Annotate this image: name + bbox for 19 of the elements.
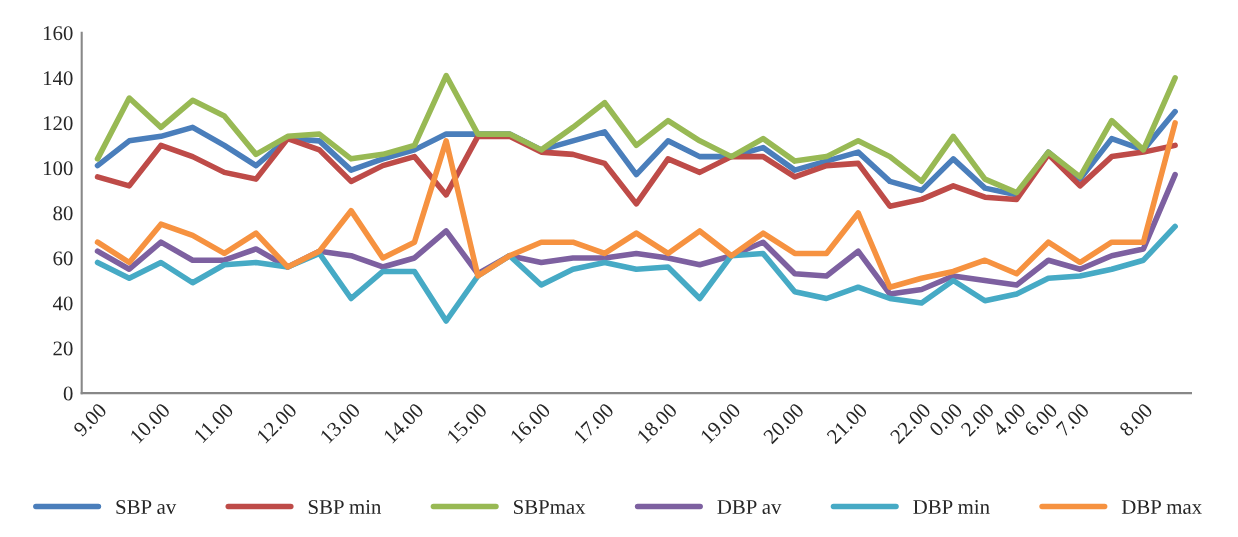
y-tick-label: 40 (52, 296, 73, 311)
legend-label: SBP av (116, 500, 177, 515)
y-tick-label: 0 (63, 386, 73, 401)
y-tick-label: 80 (53, 206, 73, 221)
y-tick-label: 60 (53, 251, 73, 266)
legend-label: DBP min (913, 500, 990, 514)
legend-label: DBP av (717, 500, 782, 515)
y-tick-label: 120 (43, 116, 73, 131)
x-tick-label: 2.00 (960, 402, 995, 437)
y-tick-label: 20 (53, 341, 73, 356)
legend-label: SBP min (308, 500, 382, 515)
y-tick-label: 160 (43, 26, 73, 41)
y-tick-label: 140 (43, 71, 73, 86)
legend-label: DBP max (1121, 500, 1202, 515)
legend-label: SBPmax (514, 500, 586, 515)
x-tick-label: 8.00 (1118, 402, 1154, 438)
x-tick-label: 9.00 (72, 402, 108, 438)
x-tick-label: 7.00 (1055, 402, 1090, 437)
y-tick-label: 100 (43, 161, 73, 176)
